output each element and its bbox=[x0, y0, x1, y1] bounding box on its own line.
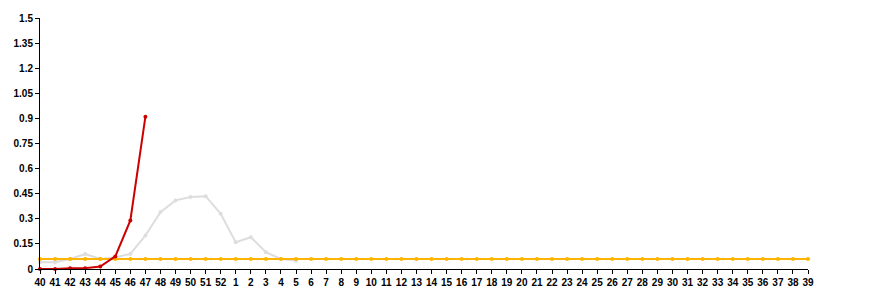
svg-text:11: 11 bbox=[381, 277, 392, 288]
svg-text:17: 17 bbox=[471, 277, 483, 288]
svg-text:7: 7 bbox=[323, 277, 329, 288]
svg-text:34: 34 bbox=[727, 277, 739, 288]
svg-text:1.5: 1.5 bbox=[19, 13, 33, 24]
svg-text:14: 14 bbox=[426, 277, 438, 288]
svg-text:6: 6 bbox=[308, 277, 314, 288]
svg-text:8: 8 bbox=[338, 277, 344, 288]
svg-text:12: 12 bbox=[396, 277, 408, 288]
svg-text:23: 23 bbox=[561, 277, 573, 288]
svg-text:13: 13 bbox=[411, 277, 423, 288]
svg-text:52: 52 bbox=[215, 277, 227, 288]
svg-text:38: 38 bbox=[787, 277, 799, 288]
svg-text:27: 27 bbox=[622, 277, 634, 288]
svg-text:20: 20 bbox=[516, 277, 528, 288]
svg-text:1: 1 bbox=[233, 277, 239, 288]
svg-text:19: 19 bbox=[501, 277, 513, 288]
svg-text:42: 42 bbox=[65, 277, 77, 288]
svg-text:2: 2 bbox=[248, 277, 254, 288]
svg-text:0.6: 0.6 bbox=[19, 163, 33, 174]
svg-text:0.3: 0.3 bbox=[19, 213, 33, 224]
svg-text:40: 40 bbox=[34, 277, 46, 288]
svg-text:22: 22 bbox=[546, 277, 558, 288]
svg-text:33: 33 bbox=[712, 277, 724, 288]
svg-text:0.45: 0.45 bbox=[14, 188, 34, 199]
svg-text:39: 39 bbox=[802, 277, 814, 288]
svg-text:0: 0 bbox=[27, 264, 33, 275]
svg-text:35: 35 bbox=[742, 277, 754, 288]
svg-text:41: 41 bbox=[49, 277, 61, 288]
svg-text:46: 46 bbox=[125, 277, 137, 288]
svg-text:48: 48 bbox=[155, 277, 167, 288]
svg-text:16: 16 bbox=[456, 277, 468, 288]
svg-text:49: 49 bbox=[170, 277, 182, 288]
svg-text:10: 10 bbox=[366, 277, 378, 288]
svg-text:43: 43 bbox=[80, 277, 92, 288]
svg-text:21: 21 bbox=[531, 277, 543, 288]
svg-text:32: 32 bbox=[697, 277, 709, 288]
svg-text:29: 29 bbox=[652, 277, 664, 288]
svg-text:18: 18 bbox=[486, 277, 498, 288]
svg-text:1.35: 1.35 bbox=[14, 38, 34, 49]
svg-text:25: 25 bbox=[592, 277, 604, 288]
svg-text:31: 31 bbox=[682, 277, 694, 288]
svg-text:45: 45 bbox=[110, 277, 122, 288]
svg-text:1.05: 1.05 bbox=[14, 88, 34, 99]
svg-text:24: 24 bbox=[577, 277, 589, 288]
svg-text:30: 30 bbox=[667, 277, 679, 288]
svg-text:4: 4 bbox=[278, 277, 284, 288]
svg-text:0.9: 0.9 bbox=[19, 113, 33, 124]
svg-text:0.75: 0.75 bbox=[14, 138, 34, 149]
svg-text:44: 44 bbox=[95, 277, 107, 288]
svg-text:51: 51 bbox=[200, 277, 212, 288]
svg-text:1.2: 1.2 bbox=[19, 63, 33, 74]
svg-text:15: 15 bbox=[441, 277, 453, 288]
svg-text:47: 47 bbox=[140, 277, 152, 288]
svg-text:26: 26 bbox=[607, 277, 619, 288]
svg-text:28: 28 bbox=[637, 277, 649, 288]
svg-text:5: 5 bbox=[293, 277, 299, 288]
svg-text:36: 36 bbox=[757, 277, 769, 288]
svg-text:0.15: 0.15 bbox=[14, 238, 34, 249]
svg-text:37: 37 bbox=[772, 277, 784, 288]
svg-text:9: 9 bbox=[353, 277, 359, 288]
svg-text:3: 3 bbox=[263, 277, 269, 288]
svg-text:50: 50 bbox=[185, 277, 197, 288]
